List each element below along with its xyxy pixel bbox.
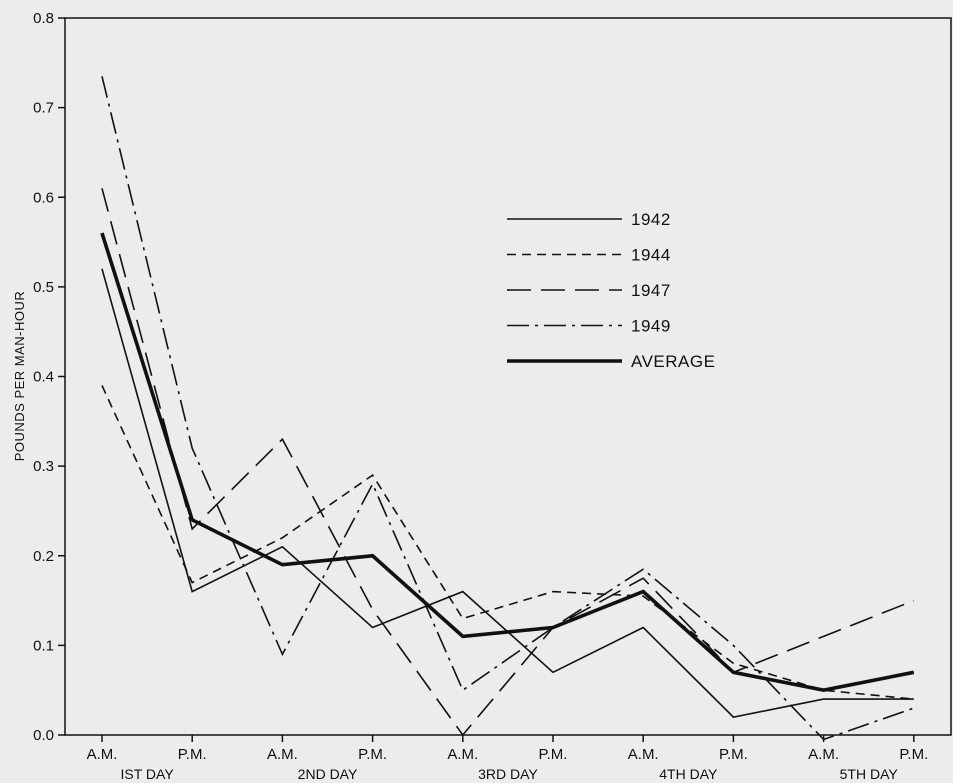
legend-label: 1944 <box>631 246 671 265</box>
x-tick-label: P.M. <box>719 746 748 763</box>
x-tick-label: P.M. <box>899 746 928 763</box>
series-line-average <box>100 232 915 693</box>
day-label: IST DAY <box>121 766 175 782</box>
series-line-1942 <box>101 268 914 718</box>
series-line-1947 <box>101 188 915 737</box>
series-group <box>100 76 915 741</box>
x-tick-label: A.M. <box>628 746 659 763</box>
day-label: 5TH DAY <box>840 766 899 782</box>
x-tick-label: A.M. <box>447 746 478 763</box>
x-tick-label: A.M. <box>267 746 298 763</box>
y-tick-label: 0.0 <box>33 727 54 744</box>
y-tick-label: 0.6 <box>33 189 54 206</box>
day-label: 3RD DAY <box>478 766 538 782</box>
plot-frame <box>64 17 952 736</box>
x-tick-label: A.M. <box>808 746 839 763</box>
x-tick-label: P.M. <box>178 746 207 763</box>
legend-label: AVERAGE <box>631 352 715 371</box>
y-tick-label: 0.7 <box>33 100 54 117</box>
legend: 1942 1944 1947 1949 AVERAGE <box>507 210 715 371</box>
day-label: 2ND DAY <box>298 766 358 782</box>
x-tick-label: P.M. <box>358 746 387 763</box>
y-tick-label: 0.2 <box>33 548 54 565</box>
y-axis: 0.0 0.1 0.2 0.3 0.4 0.5 0.6 0.7 0.8 <box>33 10 65 744</box>
legend-label: 1949 <box>631 317 671 336</box>
y-tick-label: 0.4 <box>33 369 54 386</box>
x-tick-label: P.M. <box>539 746 568 763</box>
y-tick-label: 0.1 <box>33 637 54 654</box>
series-line-1949 <box>101 76 915 741</box>
y-axis-label: POUNDS PER MAN-HOUR <box>12 291 27 462</box>
x-tick-label: A.M. <box>87 746 118 763</box>
series-line-1944 <box>101 385 914 700</box>
legend-label: 1947 <box>631 281 671 300</box>
day-label: 4TH DAY <box>659 766 718 782</box>
y-tick-label: 0.3 <box>33 458 54 475</box>
y-tick-label: 0.8 <box>33 10 54 27</box>
y-tick-label: 0.5 <box>33 279 54 296</box>
x-axis: A.M. P.M. A.M. P.M. A.M. P.M. A.M. P.M. A.M. P.M.… <box>87 735 928 782</box>
legend-label: 1942 <box>631 210 671 229</box>
